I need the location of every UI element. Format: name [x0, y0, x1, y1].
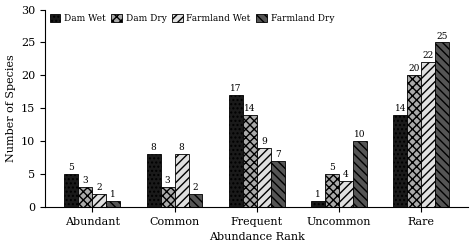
Bar: [393, 115, 407, 207]
Bar: [189, 194, 202, 207]
Bar: [229, 95, 243, 207]
Text: 2: 2: [97, 183, 102, 192]
Y-axis label: Number of Species: Number of Species: [6, 55, 16, 162]
Text: 14: 14: [394, 104, 406, 113]
Text: 5: 5: [329, 163, 335, 172]
Bar: [106, 201, 120, 207]
Bar: [257, 148, 271, 207]
Text: 20: 20: [409, 64, 420, 73]
Text: 4: 4: [343, 170, 349, 179]
Text: 22: 22: [423, 51, 434, 60]
Bar: [339, 181, 353, 207]
Bar: [421, 62, 435, 207]
Text: 17: 17: [230, 84, 242, 93]
Text: 25: 25: [437, 31, 448, 40]
Bar: [64, 174, 78, 207]
Text: 10: 10: [354, 130, 366, 139]
Bar: [311, 201, 325, 207]
X-axis label: Abundance Rank: Abundance Rank: [209, 232, 305, 243]
Bar: [174, 155, 189, 207]
Text: 5: 5: [68, 163, 74, 172]
Bar: [243, 115, 257, 207]
Text: 1: 1: [315, 190, 321, 199]
Bar: [353, 141, 367, 207]
Bar: [407, 75, 421, 207]
Bar: [325, 174, 339, 207]
Bar: [92, 194, 106, 207]
Bar: [161, 187, 174, 207]
Text: 3: 3: [165, 176, 170, 186]
Text: 2: 2: [193, 183, 198, 192]
Bar: [78, 187, 92, 207]
Text: 7: 7: [275, 150, 281, 159]
Bar: [271, 161, 285, 207]
Text: 14: 14: [244, 104, 255, 113]
Bar: [435, 42, 449, 207]
Bar: [146, 155, 161, 207]
Text: 9: 9: [261, 137, 267, 146]
Text: 3: 3: [82, 176, 88, 186]
Text: 8: 8: [179, 144, 184, 153]
Legend: Dam Wet, Dam Dry, Farmland Wet, Farmland Dry: Dam Wet, Dam Dry, Farmland Wet, Farmland…: [48, 12, 336, 25]
Text: 8: 8: [151, 144, 156, 153]
Text: 1: 1: [110, 190, 116, 199]
